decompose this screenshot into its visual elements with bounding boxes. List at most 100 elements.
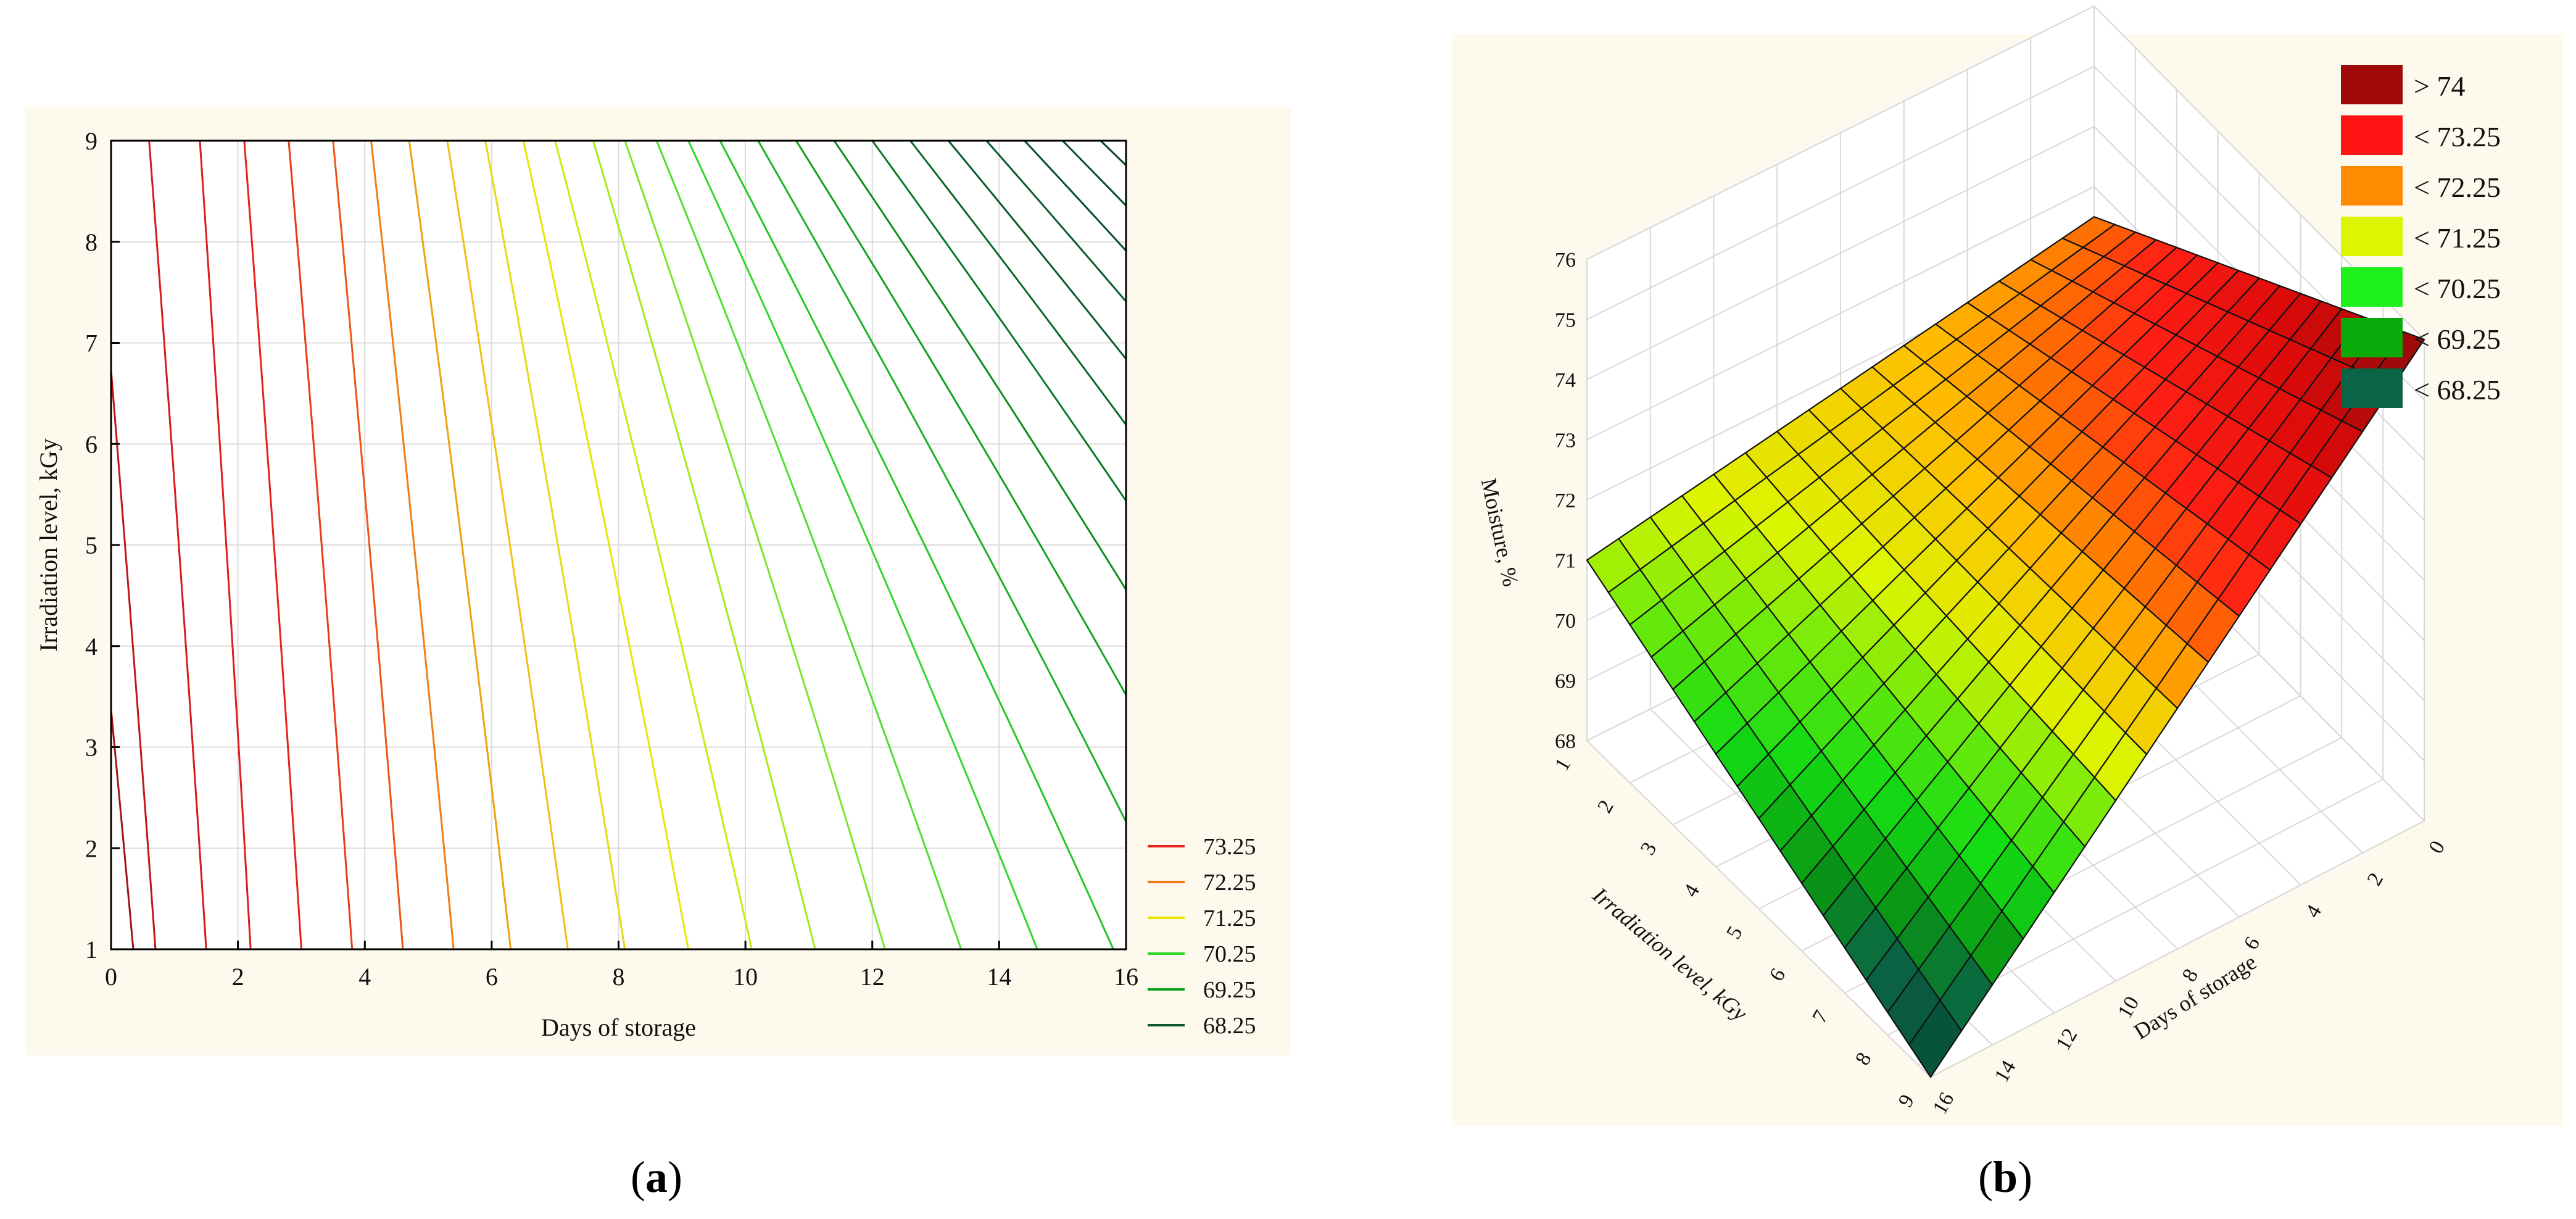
- legend-swatch: [2341, 115, 2403, 155]
- legend-swatch: [2341, 217, 2403, 256]
- contour-line: [199, 141, 252, 949]
- irr-tick-label: 5: [1722, 923, 1747, 943]
- contour-line: [795, 141, 1126, 697]
- legend-swatch: [2341, 368, 2403, 408]
- contour-line: [757, 141, 1126, 824]
- days-tick-label: 6: [2240, 933, 2265, 954]
- z-axis-label: Moisture, %: [1476, 476, 1523, 588]
- legend-swatch: [2341, 267, 2403, 307]
- x-tick-label: 10: [733, 963, 758, 991]
- z-tick-label: 70: [1555, 610, 1576, 633]
- legend-label: 71.25: [1203, 905, 1256, 931]
- irr-tick-label: 4: [1679, 881, 1705, 901]
- contour-line: [408, 141, 512, 949]
- irr-tick-label: 9: [1894, 1091, 1920, 1111]
- contour-line: [111, 699, 135, 949]
- days-tick-label: 0: [2425, 837, 2450, 857]
- contour-line: [370, 141, 455, 949]
- irradiation-axis-label: Irradiation level, kGy: [1588, 882, 1752, 1025]
- contour-line: [687, 141, 1038, 949]
- contour-line: [148, 141, 207, 949]
- days-tick-label: 14: [1990, 1057, 2020, 1086]
- z-tick-label: 75: [1555, 309, 1576, 332]
- y-tick-label: 3: [85, 734, 97, 762]
- surface-mesh: [1586, 216, 2425, 1078]
- contour-line: [985, 141, 1126, 303]
- legend-label: < 69.25: [2414, 323, 2501, 355]
- contour-line: [554, 141, 753, 949]
- legend-label: < 68.25: [2414, 374, 2501, 406]
- contour-line: [243, 141, 302, 949]
- contour-line: [871, 141, 1126, 503]
- surface-chart: 6869707172737475761234567890246810121416…: [1476, 4, 2501, 1118]
- legend-label: 70.25: [1203, 941, 1256, 967]
- y-tick-label: 5: [85, 531, 97, 559]
- z-tick-label: 76: [1555, 249, 1576, 272]
- legend-label: < 72.25: [2414, 172, 2501, 203]
- y-tick-label: 6: [85, 430, 97, 458]
- z-tick-label: 69: [1555, 670, 1576, 693]
- x-tick-label: 0: [105, 963, 117, 991]
- legend-label: 73.25: [1203, 834, 1256, 860]
- y-tick-label: 9: [85, 127, 97, 155]
- surface-chart-panel: 68 69 70 71 72 73 74 75 76 1 2 3 4 5 6 7 8 9 0 2 4 6 8 10 12 14 16…: [1452, 4, 2563, 1126]
- x-tick-label: 14: [987, 963, 1011, 991]
- legend-label: 72.25: [1203, 870, 1256, 896]
- irr-tick-label: 3: [1636, 838, 1662, 859]
- y-tick-label: 7: [85, 330, 97, 357]
- y-tick-label: 4: [85, 633, 97, 660]
- contour-line: [833, 141, 1126, 592]
- days-tick-label: 12: [2052, 1025, 2082, 1054]
- legend-swatch: [2341, 65, 2403, 104]
- x-axis-label: Days of storage: [541, 1013, 696, 1041]
- days-tick-label: 4: [2301, 901, 2327, 922]
- legend-label: < 73.25: [2414, 121, 2501, 152]
- z-tick-label: 68: [1555, 730, 1576, 753]
- x-tick-label: 12: [860, 963, 885, 991]
- legend: > 74 < 73.25 < 72.25 < 71.25 < 70.25 < 69.25 <…: [2341, 65, 2501, 408]
- y-axis-ticks: 1 2 3 4 5 6 7 8 9: [85, 127, 120, 963]
- z-tick-label: 71: [1555, 550, 1576, 573]
- irr-tick-label: 6: [1765, 965, 1791, 985]
- floor-grid-line: [1930, 820, 2425, 1078]
- x-axis-ticks: 0 2 4 6 8 10 12 14 16: [105, 941, 1138, 991]
- caption-b: (b): [1978, 1152, 2033, 1202]
- legend-label: < 70.25: [2414, 273, 2501, 304]
- contour-line: [522, 141, 690, 949]
- legend-label: < 71.25: [2414, 222, 2501, 254]
- surface-cell: [1908, 999, 1963, 1078]
- contour-lines: [111, 141, 1126, 949]
- legend-swatch: [2341, 166, 2403, 206]
- irr-tick-label: 7: [1808, 1007, 1833, 1027]
- contour-line: [655, 141, 963, 949]
- z-tick-label: 74: [1555, 369, 1576, 392]
- x-tick-label: 6: [486, 963, 498, 991]
- y-tick-label: 2: [85, 834, 97, 862]
- y-tick-label: 8: [85, 228, 97, 256]
- contour-line: [332, 141, 404, 949]
- x-tick-label: 16: [1114, 963, 1138, 991]
- contour-line: [719, 141, 1114, 949]
- days-tick-label: 2: [2363, 869, 2388, 889]
- contour-line: [909, 141, 1126, 426]
- contour-line: [288, 141, 354, 949]
- contour-line: [624, 141, 886, 949]
- x-tick-label: 4: [358, 963, 371, 991]
- plot-grid: [110, 140, 1127, 950]
- caption-a: (a): [631, 1152, 682, 1202]
- legend: 73.25 72.25 71.25 70.25 69.25 68.25: [1148, 834, 1256, 1039]
- contour-line: [592, 141, 816, 949]
- legend-swatch: [2341, 318, 2403, 357]
- z-tick-label: 73: [1555, 430, 1576, 452]
- x-tick-label: 8: [613, 963, 625, 991]
- legend-label: 69.25: [1203, 977, 1256, 1003]
- contour-line: [484, 141, 626, 949]
- days-tick-label: 16: [1928, 1089, 1958, 1118]
- legend-label: > 74: [2414, 70, 2465, 102]
- contour-line: [947, 141, 1126, 361]
- y-tick-label: 1: [85, 936, 97, 963]
- x-tick-label: 2: [232, 963, 244, 991]
- irr-tick-label: 8: [1851, 1049, 1876, 1069]
